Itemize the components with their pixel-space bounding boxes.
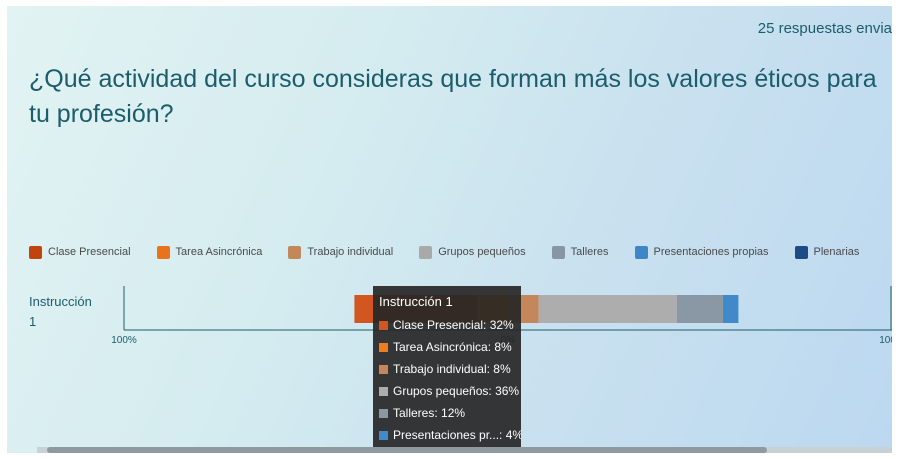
legend-item[interactable]: Trabajo individual (288, 245, 394, 259)
tooltip-row: Presentaciones pr...: 4% (379, 424, 521, 446)
legend-item[interactable]: Talleres (551, 245, 609, 259)
tooltip-title: Instrucción 1 (379, 294, 453, 309)
legend-swatch (551, 245, 565, 259)
legend-swatch (156, 245, 170, 259)
tooltip-row: Trabajo individual: 8% (379, 358, 515, 380)
tooltip-row-text: Grupos pequeños: 36% (393, 384, 520, 398)
tooltip-row: Grupos pequeños: 36% (379, 380, 519, 402)
x-tick-label: 100% (111, 335, 137, 346)
bar-segment-6 (723, 295, 739, 323)
legend-item[interactable]: Clase Presencial (29, 245, 131, 259)
tooltip-row-text: Presentaciones pr...: 4% (393, 428, 521, 442)
tooltip-row: Talleres: 12% (379, 402, 515, 424)
tooltip-row-text: Talleres: 12% (393, 406, 466, 420)
legend-item[interactable]: Grupos pequeños (419, 245, 526, 259)
legend-label: Presentaciones propias (653, 246, 769, 258)
tooltip-row-text: Tarea Asincrónica: 8% (393, 340, 512, 354)
chart-panel: 25 respuestas envia ¿Qué actividad del c… (7, 6, 892, 453)
category-label: 1 (29, 314, 36, 329)
scrollbar-thumb[interactable] (47, 447, 767, 453)
tooltip-swatch (379, 430, 388, 440)
responses-count[interactable]: 25 respuestas envia (757, 20, 892, 37)
tooltip-row: Clase Presencial: 32% (379, 314, 515, 336)
legend-item[interactable]: Plenarias (794, 245, 860, 259)
horizontal-scrollbar[interactable] (37, 447, 892, 453)
legend-swatch (29, 245, 42, 259)
legend-swatch (288, 245, 302, 259)
bar-segment-5 (676, 295, 724, 323)
legend-item[interactable]: Tarea Asincrónica (156, 245, 263, 259)
legend-label: Plenarias (813, 246, 860, 258)
chart-tooltip: Instrucción 1 Clase Presencial: 32% Tarea… (373, 286, 521, 453)
legend-label: Clase Presencial (48, 246, 131, 258)
x-tick-label: 100% (879, 335, 892, 346)
tooltip-swatch (379, 386, 388, 396)
chart-legend: Clase Presencial Tarea Asincrónica Trabajo… (29, 244, 885, 260)
legend-item[interactable]: Presentaciones propias (634, 245, 769, 259)
tooltip-swatch (379, 342, 388, 352)
legend-label: Talleres (570, 246, 609, 258)
legend-label: Grupos pequeños (438, 246, 526, 258)
tooltip-swatch (379, 320, 388, 330)
tooltip-swatch (379, 408, 388, 418)
tooltip-row-text: Trabajo individual: 8% (393, 362, 511, 376)
tooltip-swatch (379, 364, 388, 374)
bar-segment-4 (538, 295, 677, 323)
question-title: ¿Qué actividad del curso consideras que … (29, 65, 877, 128)
legend-label: Tarea Asincrónica (175, 246, 263, 258)
legend-swatch (634, 245, 648, 259)
category-label: Instrucción (29, 294, 92, 309)
tooltip-row-text: Clase Presencial: 32% (393, 318, 514, 332)
legend-swatch (419, 245, 433, 259)
tooltip-row: Tarea Asincrónica: 8% (379, 336, 515, 358)
legend-swatch (794, 245, 808, 259)
legend-label: Trabajo individual (307, 246, 394, 258)
